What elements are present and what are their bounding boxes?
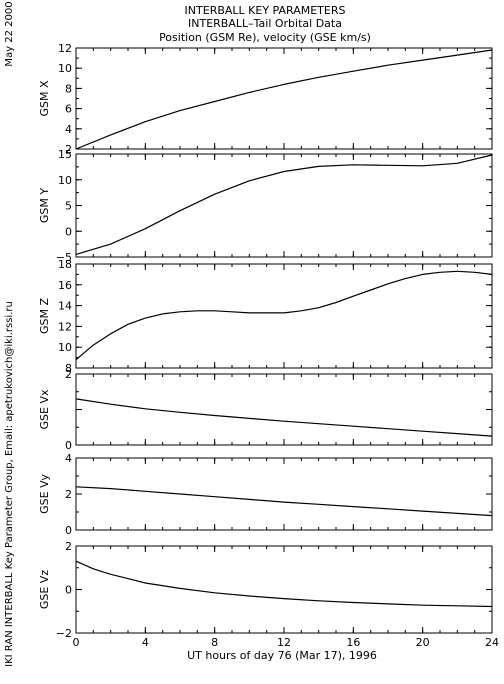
x-tick-label: 8 bbox=[211, 636, 218, 649]
y-tick-label: 0 bbox=[65, 225, 72, 238]
y-tick-label: 15 bbox=[58, 148, 72, 161]
y-tick-label: −5 bbox=[56, 251, 72, 264]
y-tick-label: 2 bbox=[65, 488, 72, 501]
y-tick-label: 8 bbox=[65, 82, 72, 95]
figure-title-1: INTERBALL KEY PARAMETERS bbox=[185, 4, 346, 17]
x-tick-label: 16 bbox=[346, 636, 360, 649]
y-axis-label: GSM X bbox=[38, 80, 51, 116]
series-line bbox=[75, 560, 493, 608]
x-tick-label: 20 bbox=[416, 636, 430, 649]
y-tick-label: 2 bbox=[65, 368, 72, 381]
series-line bbox=[75, 398, 493, 437]
x-tick-label: 24 bbox=[485, 636, 499, 649]
y-tick-label: 10 bbox=[58, 62, 72, 75]
panel-frame bbox=[75, 47, 493, 150]
y-tick-label: 0 bbox=[65, 524, 72, 537]
date-label: May 22 2000 bbox=[4, 1, 15, 66]
series-line bbox=[75, 270, 493, 361]
panel-frame bbox=[75, 373, 493, 446]
y-tick-label: 5 bbox=[65, 200, 72, 213]
series-line bbox=[75, 154, 493, 255]
figure-title-3: Position (GSM Re), velocity (GSE km/s) bbox=[159, 31, 371, 44]
y-tick-label: 8 bbox=[65, 362, 72, 375]
x-tick-label: 0 bbox=[73, 636, 80, 649]
y-axis-label: GSE Vy bbox=[38, 474, 51, 514]
panel-frame bbox=[75, 457, 493, 531]
y-tick-label: 0 bbox=[65, 439, 72, 452]
y-tick-label: 4 bbox=[65, 123, 72, 136]
series-line bbox=[75, 49, 493, 150]
y-tick-label: 14 bbox=[58, 300, 72, 313]
x-tick-label: 4 bbox=[142, 636, 149, 649]
series-line bbox=[75, 486, 493, 517]
y-tick-label: −2 bbox=[56, 627, 72, 640]
panel-frame bbox=[75, 153, 493, 258]
y-tick-label: 16 bbox=[58, 279, 72, 292]
y-tick-label: 10 bbox=[58, 174, 72, 187]
y-axis-label: GSM Z bbox=[38, 298, 51, 334]
y-tick-label: 12 bbox=[58, 320, 72, 333]
figure-title-2: INTERBALL–Tail Orbital Data bbox=[188, 17, 342, 30]
y-axis-label: GSM Y bbox=[38, 188, 51, 223]
credit-label: IKI RAN INTERBALL Key Parameter Group, E… bbox=[4, 301, 15, 667]
x-tick-label: 12 bbox=[277, 636, 291, 649]
y-axis-label: GSE Vz bbox=[38, 570, 51, 609]
y-tick-label: 2 bbox=[65, 540, 72, 553]
panel-frame bbox=[75, 263, 493, 369]
y-tick-label: 6 bbox=[65, 103, 72, 116]
y-axis-label: GSE Vx bbox=[38, 389, 51, 429]
panel-frame bbox=[75, 545, 493, 634]
y-tick-label: 4 bbox=[65, 452, 72, 465]
y-tick-label: 0 bbox=[65, 584, 72, 597]
y-tick-label: 12 bbox=[58, 42, 72, 55]
y-tick-label: 18 bbox=[58, 258, 72, 271]
y-tick-label: 2 bbox=[65, 143, 72, 156]
x-axis-label: UT hours of day 76 (Mar 17), 1996 bbox=[187, 649, 377, 662]
y-tick-label: 10 bbox=[58, 341, 72, 354]
